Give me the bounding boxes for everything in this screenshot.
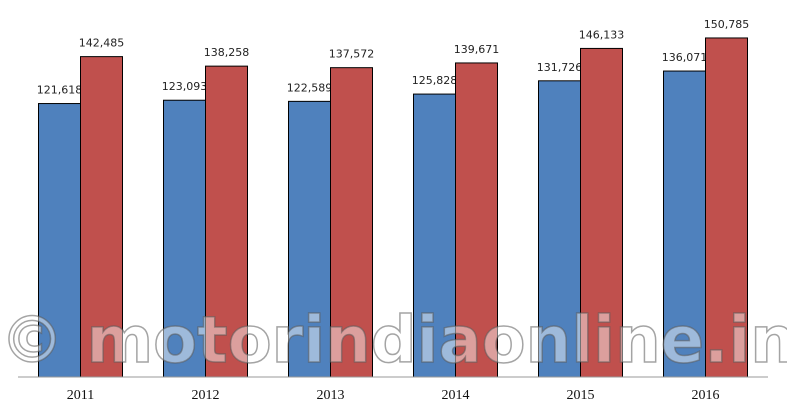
x-tick-label: 2016 — [692, 388, 720, 403]
x-tick-label: 2012 — [192, 388, 220, 403]
x-tick-label: 2015 — [567, 388, 595, 403]
plot-area: 2011 121,618 142,485 2012 123,093 138,258 2013… — [37, 18, 750, 403]
bar — [580, 47, 623, 378]
data-label: 123,093 — [162, 80, 208, 93]
bar — [538, 80, 581, 378]
data-label: 131,726 — [537, 61, 583, 74]
bar — [663, 70, 706, 378]
bar — [705, 37, 748, 378]
data-label: 122,589 — [287, 81, 333, 94]
data-label: 137,572 — [329, 48, 375, 61]
data-label: 139,671 — [454, 43, 500, 56]
data-label: 150,785 — [704, 18, 750, 31]
data-label: 138,258 — [204, 46, 250, 59]
data-label: 142,485 — [79, 37, 125, 50]
watermark: © motorindiaonline.in — [0, 304, 787, 378]
data-label: 146,133 — [579, 28, 625, 41]
bar — [288, 100, 331, 378]
data-label: 136,071 — [662, 51, 708, 64]
bar — [205, 65, 248, 378]
x-tick-label: 2014 — [442, 388, 470, 403]
data-label: 121,618 — [37, 84, 83, 97]
bar — [455, 62, 498, 378]
bar — [330, 67, 373, 378]
bar — [163, 99, 206, 378]
x-tick-label: 2011 — [67, 388, 94, 403]
bar — [80, 56, 123, 378]
x-tick-label: 2013 — [317, 388, 345, 403]
data-label: 125,828 — [412, 74, 458, 87]
